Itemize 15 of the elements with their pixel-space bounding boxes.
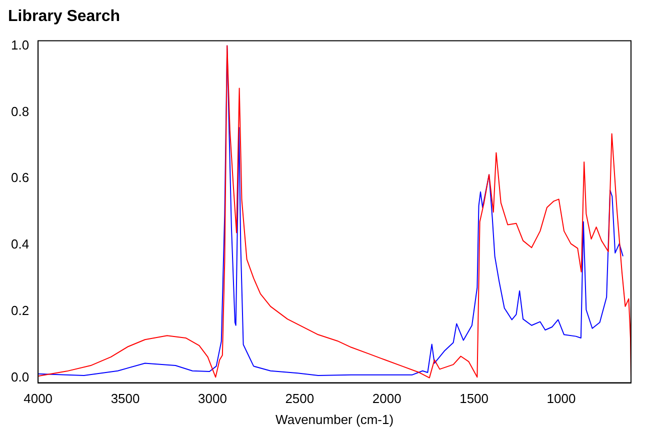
x-tick-label: 2500 (285, 391, 314, 406)
x-tick-label: 3000 (198, 391, 227, 406)
y-tick-label: 1.0 (10, 37, 30, 52)
x-tick-label: 1000 (546, 391, 576, 406)
x-tick-label: 1500 (460, 391, 489, 406)
y-tick-label: 0.0 (10, 369, 30, 384)
x-tick-label: 4000 (24, 391, 53, 406)
x-axis-title: Wavenumber (cm-1) (276, 412, 394, 427)
chart-title: Library Search (8, 8, 122, 26)
y-tick-label: 0.4 (10, 236, 30, 252)
y-tick-label: 0.6 (10, 170, 30, 186)
x-tick-label: 3500 (110, 391, 140, 406)
y-tick-label: 0.2 (10, 302, 30, 318)
x-tick-label: 2000 (372, 391, 402, 406)
y-tick-label: 0.8 (10, 104, 30, 119)
